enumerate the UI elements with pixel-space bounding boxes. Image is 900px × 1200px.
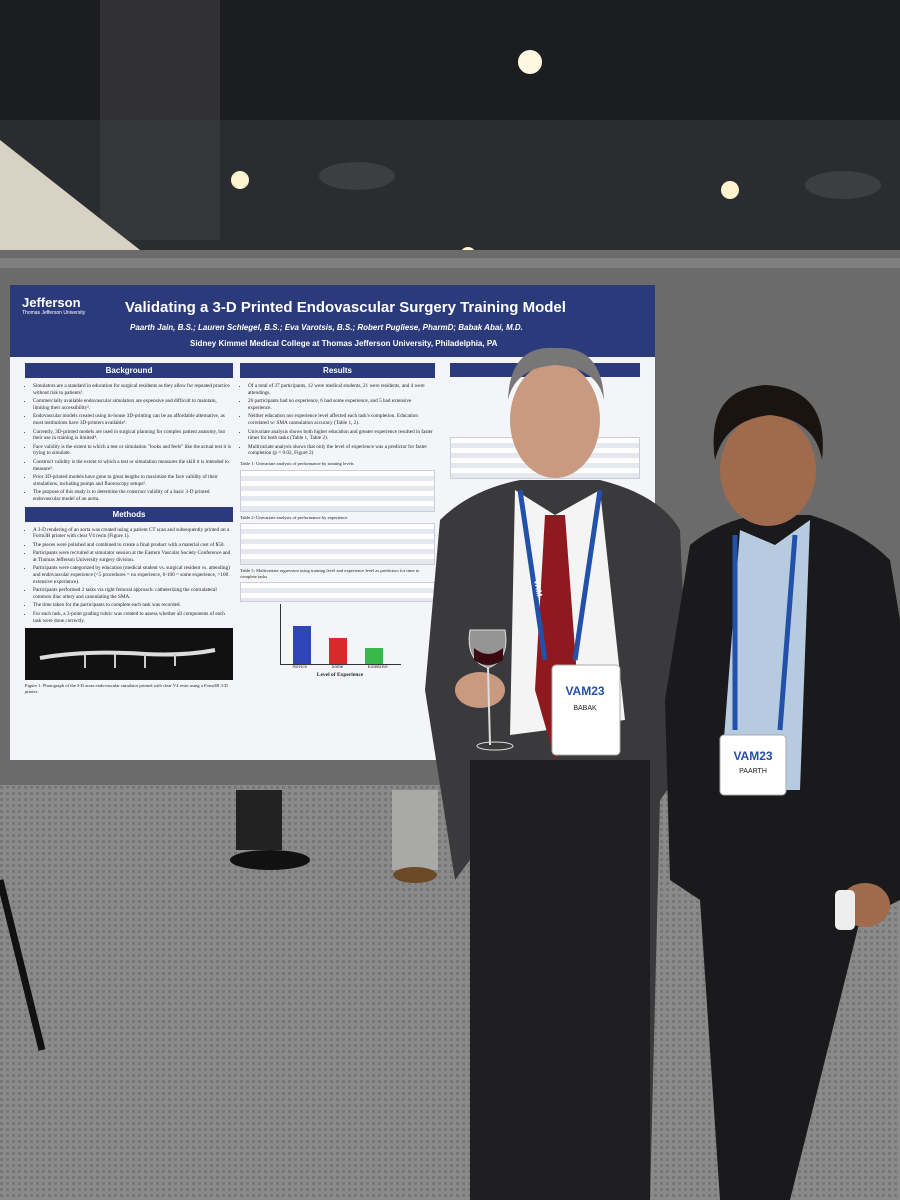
- section-heading: Methods: [25, 506, 233, 522]
- logo-subtitle: Thomas Jefferson University: [22, 310, 86, 316]
- bullet: Prior 3D-printed models have gone to gre…: [33, 474, 233, 487]
- figure-caption: Figure 1: Photograph of the 3-D aorta en…: [25, 683, 228, 694]
- table-caption: Table 1: Univariate analysis of performa…: [240, 460, 354, 466]
- bullet-list: Of a total of 37 participants, 12 were m…: [240, 383, 435, 457]
- axis-title: Level of Experience: [316, 671, 364, 678]
- section-heading: Results: [240, 363, 435, 378]
- badge-event: VAM23: [733, 749, 772, 763]
- group-label: Some: [331, 665, 344, 671]
- bullet: Currently, 3D-printed models are used in…: [33, 429, 233, 442]
- affiliation: Sidney Kimmel Medical College at Thomas …: [190, 339, 498, 348]
- bullet: A 3-D rendering of an aorta was created …: [33, 527, 233, 540]
- figure-2-groups: Novice Some Extensive: [280, 665, 400, 672]
- bullet: Construct validity is the extent to whic…: [33, 459, 233, 472]
- middle-column: Results Of a total of 37 participants, 1…: [240, 363, 435, 679]
- figure-bar: [293, 626, 311, 665]
- figure-bar: [365, 648, 383, 665]
- bullet: The pieces were polished and combined to…: [33, 542, 233, 549]
- group-label: Extensive: [367, 665, 388, 671]
- badge-name: BABAK: [573, 705, 597, 712]
- lanyard-text: VAM: [532, 579, 544, 598]
- aorta-model: [39, 648, 216, 669]
- left-column: Background Simulators are a standard in …: [25, 363, 233, 697]
- logo: Jefferson Thomas Jefferson University: [22, 295, 85, 316]
- title-band: [10, 285, 655, 357]
- bullet: The purpose of this study is to determin…: [33, 489, 233, 502]
- logo-name: Jefferson: [22, 295, 81, 310]
- badge-event: VAM23: [565, 684, 604, 698]
- figure-bar: [329, 638, 347, 665]
- bullet: Endovascular models created using in-hou…: [33, 413, 233, 426]
- bullet: Participants performed 2 tasks via right…: [33, 587, 233, 600]
- table: [240, 469, 435, 512]
- bullet: The time taken for the participants to c…: [33, 602, 233, 609]
- bullet: Of a total of 37 participants, 12 were m…: [248, 383, 435, 396]
- section-heading: Background: [25, 363, 233, 378]
- table: [240, 523, 435, 566]
- bullet: For each task, a 3-point grading rubric …: [33, 611, 233, 624]
- bullet-list: Simulators are a standard in education f…: [25, 383, 233, 503]
- figure-1-photo: [25, 628, 233, 681]
- table-caption: Table 3: Multivariate regression using t…: [240, 568, 420, 579]
- bullet: Multivariate analysis shows that only th…: [248, 444, 435, 457]
- bullet: Commercially available endovascular simu…: [33, 398, 233, 411]
- group-label: Novice: [292, 665, 307, 671]
- bullet: Face validity is the extent to which a t…: [33, 444, 233, 457]
- bullet: Participants were categorized by educati…: [33, 565, 233, 585]
- authors: Paarth Jain, B.S.; Lauren Schlegel, B.S.…: [130, 323, 523, 332]
- poster-title: Validating a 3-D Printed Endovascular Su…: [125, 299, 566, 316]
- bullet: Univariate analysis shows both higher ed…: [248, 429, 435, 442]
- bullet: Participants were recruited at simulator…: [33, 550, 233, 563]
- table-caption: Table 2: Univariate analysis of performa…: [240, 514, 348, 520]
- bullet: 26 participants had no experience, 6 had…: [248, 398, 435, 411]
- bullet: Simulators are a standard in education f…: [33, 383, 233, 396]
- figure-2: [280, 604, 401, 666]
- bullet-list: A 3-D rendering of an aorta was created …: [25, 527, 233, 625]
- bullet: Neither education nor experience level a…: [248, 413, 435, 426]
- badge-name: PAARTH: [739, 768, 767, 775]
